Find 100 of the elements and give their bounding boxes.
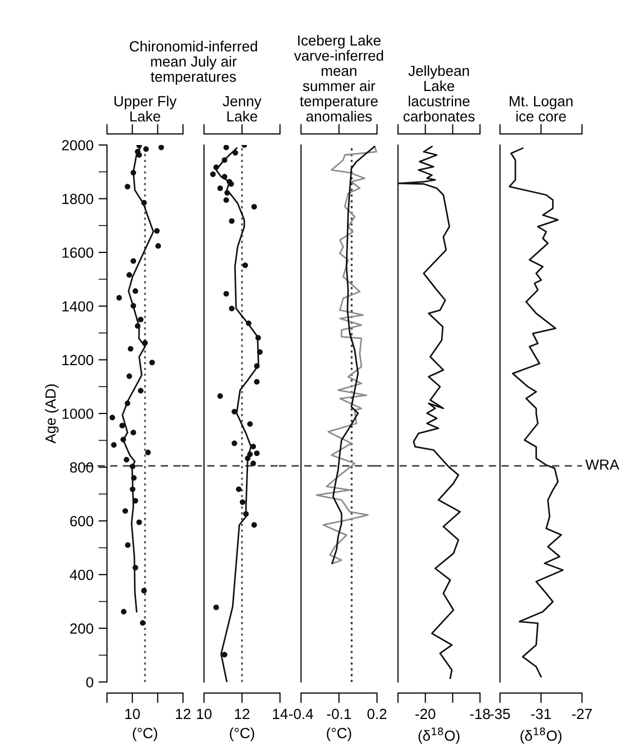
x-tick-label: 10 [197,708,212,720]
point [141,588,147,594]
point [130,464,136,470]
x-tick-label: 0.2 [367,708,386,720]
x-axis-title: (δ$^{18}$O) [520,728,562,744]
chart-title: Iceberg Lake varve-inferred mean summer air temperature anomalies [294,34,384,122]
x-tick-label: -0.1 [327,708,351,720]
point [155,243,161,249]
chart-title: Jenny Lake [222,96,262,122]
point [136,519,142,526]
ref-line-label: WRA [585,460,620,470]
point [222,174,228,180]
point [251,522,257,528]
point [130,303,136,309]
x-tick-label: -20 [415,708,436,720]
point [128,346,134,352]
x-tick-label: 14 [273,708,288,719]
point [240,499,246,505]
point [242,262,248,268]
x-tick-label: -35 [490,708,510,720]
point [124,184,130,190]
point [254,363,260,369]
point [247,421,253,427]
x-tick-label: 12 [176,708,190,719]
point [254,379,260,385]
point [131,475,137,481]
x-tick-label: -18 [470,708,490,720]
point [223,145,230,150]
point [143,146,149,152]
point [124,400,130,406]
x-tick-label: 10 [125,708,140,720]
point [138,316,144,322]
point [243,511,249,517]
point [223,197,230,203]
point [232,150,238,156]
y-tick-label: 400 [70,570,94,580]
point [247,452,253,458]
point [222,652,228,658]
point [111,442,117,448]
point [120,436,126,442]
point [119,422,125,428]
y-axis-title: Age (AD) [44,384,59,444]
point [116,295,122,301]
point [141,200,147,206]
point [244,456,250,462]
point [132,288,138,294]
point [224,190,230,196]
point [130,430,136,436]
point [254,450,260,456]
point [223,290,230,297]
y-tick-label: 1400 [62,301,94,312]
x-axis-title: (°C) [326,728,352,742]
point [213,604,219,610]
point [213,164,219,170]
point [130,258,136,264]
point [228,306,235,312]
point [132,564,138,570]
point [236,486,242,492]
y-tick-label: 1800 [62,194,94,204]
point [120,608,126,614]
point [130,486,136,492]
x-tick-label: -0.4 [289,708,314,720]
point [124,542,131,548]
point [246,320,252,326]
point [228,218,235,224]
y-tick-label: 1200 [62,354,94,366]
y-tick-label: 1600 [62,248,94,258]
point [149,360,155,366]
chart-title: Mt. Logan ice core [510,96,572,122]
x-axis-title: (°C) [230,728,254,742]
chart-title: Upper Fly Lake [114,96,177,122]
x-tick-label: -31 [531,708,551,720]
point [124,456,130,462]
point [154,228,160,234]
point [250,460,256,466]
point [122,508,128,514]
point [110,414,116,420]
point [140,620,146,626]
chart-title: Jellybean Lake lacustrine carbonates [404,65,475,122]
point [158,145,164,150]
point [232,440,238,446]
point [257,349,263,355]
point [251,204,257,210]
point [210,171,216,178]
point [126,373,132,379]
point [217,393,223,399]
x-axis-title: (δ$^{18}$O) [418,728,460,744]
point [217,185,223,192]
x-axis-title: (°C) [132,728,158,742]
y-tick-label: 1000 [62,408,94,419]
y-tick-label: 600 [70,516,94,526]
y-tick-label: 200 [70,623,94,634]
point [222,157,228,163]
text: Chironomid-inferred mean July air temperatures [130,40,257,85]
point [138,388,144,394]
point [255,335,261,341]
x-tick-label: 12 [235,708,250,719]
x-tick-label: -27 [572,708,592,719]
point [142,340,148,346]
y-tick-label: 2000 [62,140,94,150]
